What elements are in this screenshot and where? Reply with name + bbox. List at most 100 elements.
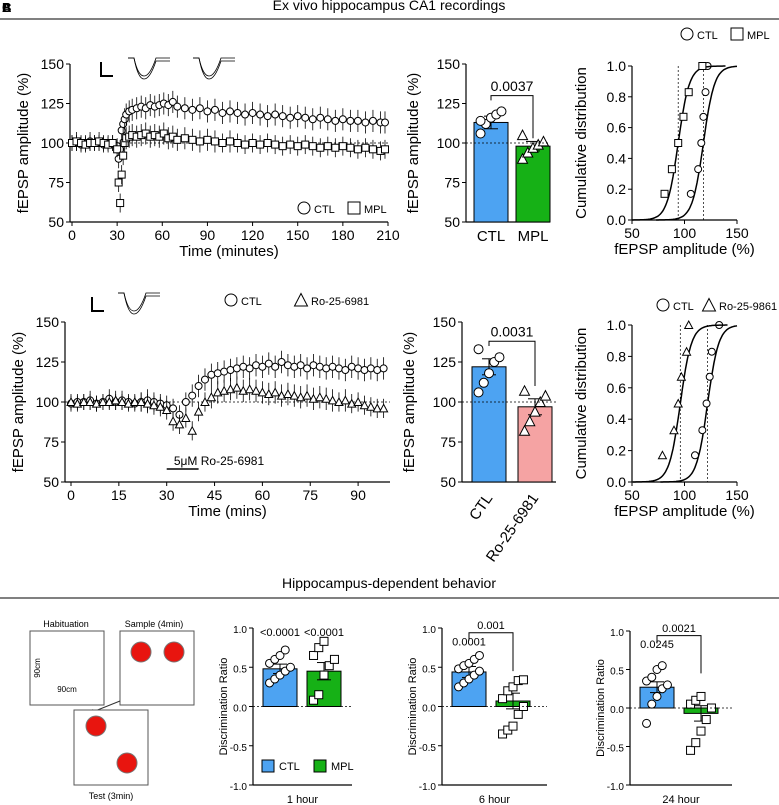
data-point	[289, 390, 300, 400]
data-point	[85, 396, 95, 406]
sample-label: Sample (4min)	[125, 619, 184, 629]
y-tick-label: 0.4	[607, 411, 627, 427]
data-point	[278, 112, 287, 121]
x-tick-label: 75	[302, 487, 318, 503]
data-point	[683, 319, 694, 329]
test-object-bottomright	[116, 752, 138, 774]
y-tick-label: 100	[437, 135, 461, 151]
chart-bar-mpl: 50 75 100 125 150 fEPSP amplitude (%) CTL MPL 0.…	[405, 56, 551, 245]
y-tick-label: 75	[48, 175, 64, 191]
y-tick-label: 125	[433, 354, 457, 370]
x-tick-label: 90	[350, 487, 366, 503]
individual-point	[508, 721, 518, 731]
data-point	[283, 388, 293, 398]
y-tick-label: 125	[437, 96, 461, 112]
data-point	[241, 110, 250, 119]
y-tick-label: 50	[444, 214, 460, 230]
y-tick-label: -0.5	[230, 743, 248, 754]
y-tick-label: -1.0	[607, 782, 625, 793]
data-point	[174, 419, 185, 429]
individual-point	[475, 115, 486, 126]
data-point	[193, 406, 204, 416]
data-point	[691, 451, 699, 460]
legend-marker	[730, 27, 744, 41]
significance-bracket	[468, 632, 514, 672]
data-point	[660, 189, 669, 198]
data-point	[195, 104, 204, 113]
data-point	[271, 362, 280, 371]
y-axis-title: Discrimination Ratio	[218, 658, 230, 756]
individual-point	[474, 666, 484, 676]
data-point	[308, 142, 317, 151]
x-axis-title: fEPSP amplitude (%)	[614, 241, 755, 258]
individual-point	[539, 389, 552, 401]
individual-point	[494, 352, 505, 363]
data-point	[669, 425, 679, 435]
y-tick-label: -0.5	[607, 744, 625, 755]
data-point	[353, 145, 362, 154]
y-axis-title: fEPSP amplitude (%)	[405, 73, 422, 214]
panel-letter-c: C	[2, 0, 12, 15]
y-tick-label: 0.0	[422, 704, 436, 715]
category-label: MPL	[518, 228, 549, 245]
data-point	[218, 108, 227, 117]
data-point	[353, 116, 362, 125]
bracket-p-label: 0.0021	[662, 623, 696, 635]
individual-point	[473, 387, 484, 398]
legend-marker	[297, 201, 311, 215]
data-point	[256, 110, 265, 119]
data-point	[98, 396, 108, 406]
x-tick-label: 100	[673, 225, 697, 241]
individual-point	[473, 344, 484, 355]
chart-cdf-mpl: 0.0 0.2 0.4 0.6 0.8 1.0 50 100 150 Cumulative dis…	[573, 27, 770, 258]
data-point	[698, 62, 707, 70]
individual-point	[518, 384, 531, 396]
data-point	[114, 178, 123, 187]
legend-swatch	[261, 759, 275, 773]
data-point	[293, 112, 302, 121]
fit-curve	[656, 65, 737, 221]
data-point	[200, 396, 210, 406]
individual-point	[516, 152, 529, 164]
arena-width-label: 90cm	[57, 685, 77, 694]
y-tick-label: 0.8	[607, 89, 627, 105]
individual-point	[474, 650, 484, 660]
individual-point	[324, 661, 334, 671]
data-point	[673, 398, 684, 408]
category-label: CTL	[466, 491, 496, 524]
data-point	[66, 396, 76, 406]
data-point	[657, 450, 668, 460]
data-point	[195, 137, 204, 146]
data-point	[213, 369, 222, 378]
individual-point	[701, 715, 711, 725]
data-point	[226, 366, 235, 374]
data-point	[188, 135, 197, 144]
scale-bar	[100, 62, 113, 77]
y-tick-label: 150	[433, 314, 457, 330]
individual-point	[309, 650, 319, 660]
x-tick-label: 100	[673, 487, 697, 503]
data-point	[256, 140, 265, 149]
habituation-arena	[29, 630, 105, 706]
x-tick-label: 50	[624, 487, 640, 503]
individual-point	[314, 643, 324, 653]
data-point	[110, 395, 121, 405]
y-tick-label: 125	[41, 96, 65, 112]
chart-cdf-ro: 0.0 0.2 0.4 0.6 0.8 1.0 50 100 150 Cumulative dis…	[573, 297, 777, 520]
data-point	[331, 143, 340, 152]
p-value-label: 0.0031	[491, 323, 534, 339]
y-tick-label: -1.0	[230, 782, 248, 793]
p-value-label: 0.0037	[491, 78, 534, 94]
data-point	[142, 398, 153, 408]
individual-point	[516, 129, 529, 141]
data-point	[232, 382, 242, 392]
x-tick-label: 180	[331, 227, 355, 243]
data-point	[226, 107, 234, 116]
y-tick-label: 0.0	[610, 705, 624, 716]
legend-marker	[701, 297, 717, 312]
data-point	[373, 366, 382, 374]
data-point	[681, 346, 692, 356]
data-point	[361, 143, 370, 152]
